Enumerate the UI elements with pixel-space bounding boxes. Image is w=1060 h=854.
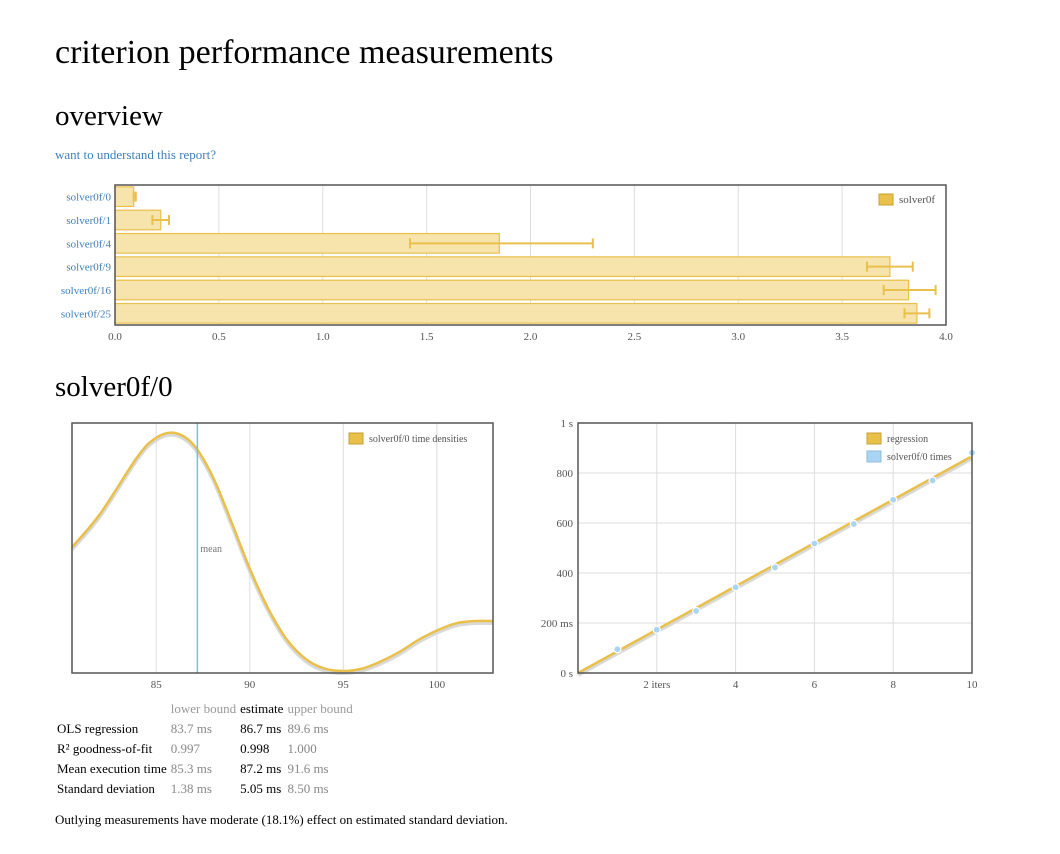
bar	[114, 186, 135, 208]
category-label: solver0f/1	[66, 215, 111, 227]
x-tick-label: 8	[890, 679, 896, 691]
x-tick-label: 1.5	[420, 331, 434, 343]
data-point	[731, 583, 740, 592]
y-tick-label: 400	[557, 568, 574, 580]
stats-header-lower: lower bound	[170, 701, 237, 716]
x-tick-label: 90	[244, 679, 256, 691]
stats-header-upper: upper bound	[287, 701, 353, 716]
x-tick-label: 3.0	[731, 331, 745, 343]
overview-chart: 0.0 0.5 1.0 1.5 2.0 2.5 3.0 3.5 4.0 solver0f/0 sol…	[61, 184, 953, 343]
x-tick-label: 1.0	[316, 331, 330, 343]
bar	[114, 256, 891, 278]
legend-swatch	[348, 432, 364, 445]
data-point	[849, 519, 858, 529]
overview-heading: overview	[55, 100, 163, 132]
bar	[114, 302, 918, 324]
stats-estimate: 0.998	[240, 741, 270, 756]
y-tick-label: 0 s	[560, 668, 573, 680]
stats-estimate: 87.2 ms	[240, 761, 282, 776]
y-tick-label: 600	[557, 518, 574, 530]
stats-lower: 83.7 ms	[170, 721, 212, 736]
data-point	[770, 563, 780, 572]
x-tick-label: 3.5	[835, 331, 849, 343]
x-tick-label: 85	[151, 679, 163, 691]
x-tick-label: 2.5	[628, 331, 642, 343]
y-tick-label: 800	[557, 468, 574, 480]
density-line	[71, 431, 494, 673]
outlier-note: Outlying measurements have moderate (18.…	[55, 812, 508, 827]
category-label: solver0f/25	[61, 308, 112, 320]
legend-swatch	[866, 450, 882, 463]
stats-lower: 0.997	[170, 741, 200, 756]
stats-row-label: Standard deviation	[57, 781, 155, 796]
data-point	[692, 606, 701, 616]
x-tick-label: 100	[429, 679, 446, 691]
legend-label: solver0f/0 time densities	[369, 434, 467, 445]
legend-label: regression	[887, 434, 928, 445]
stats-upper: 89.6 ms	[287, 721, 329, 736]
page-title: criterion performance measurements	[55, 34, 554, 71]
y-tick-label: 200 ms	[541, 618, 573, 630]
stats-table: lower bound estimate upper bound OLS reg…	[57, 699, 357, 799]
stats-header-estimate: estimate	[240, 701, 284, 716]
regression-chart: 0 s 200 ms 400 600 800 1 s 2 iters 4 6 8 10 regress…	[541, 418, 979, 691]
stats-lower: 85.3 ms	[170, 761, 212, 776]
x-tick-label: 4.0	[939, 331, 953, 343]
stats-row: OLS regression 83.7 ms 86.7 ms 89.6 ms	[57, 719, 357, 739]
x-tick-label: 6	[812, 679, 818, 691]
stats-header-label	[57, 699, 171, 719]
legend-label: solver0f/0 times	[887, 452, 952, 463]
bar	[114, 279, 910, 301]
stats-upper: 1.000	[287, 741, 317, 756]
x-tick-label: 2 iters	[643, 679, 670, 691]
mean-label: mean	[200, 544, 222, 555]
y-tick-label: 1 s	[560, 418, 573, 430]
data-point	[889, 495, 898, 504]
stats-lower: 1.38 ms	[170, 781, 212, 796]
kde-chart: 85 90 95 100 mean solver0f/0 time densities	[70, 422, 494, 691]
plot-frame	[114, 184, 947, 326]
benchmark-heading: solver0f/0	[55, 371, 173, 403]
data-point	[810, 539, 819, 548]
stats-row: Standard deviation 1.38 ms 5.05 ms 8.50 …	[57, 779, 357, 799]
density-shadow	[70, 432, 494, 676]
category-label: solver0f/16	[61, 285, 112, 297]
stats-row-label: OLS regression	[57, 721, 139, 736]
plot-frame	[71, 422, 494, 674]
legend-swatch	[866, 432, 882, 445]
stats-upper: 8.50 ms	[287, 781, 329, 796]
stats-row-label: Mean execution time	[57, 761, 167, 776]
stats-estimate: 86.7 ms	[240, 721, 282, 736]
x-tick-label: 4	[733, 679, 739, 691]
data-point	[613, 645, 622, 654]
x-tick-label: 10	[967, 679, 979, 691]
stats-header-row: lower bound estimate upper bound	[57, 699, 357, 719]
x-tick-label: 0.0	[108, 331, 122, 343]
stats-row-label: R² goodness-of-fit	[57, 741, 153, 756]
help-link[interactable]: want to understand this report?	[55, 147, 217, 162]
legend-label: solver0f	[899, 194, 935, 206]
stats-estimate: 5.05 ms	[240, 781, 282, 796]
stats-upper: 91.6 ms	[287, 761, 329, 776]
x-tick-label: 2.0	[524, 331, 538, 343]
plot-frame	[577, 422, 973, 674]
category-label: solver0f/0	[66, 192, 111, 204]
category-label: solver0f/4	[66, 238, 111, 250]
x-tick-label: 0.5	[212, 331, 226, 343]
stats-row: R² goodness-of-fit 0.997 0.998 1.000	[57, 739, 357, 759]
stats-row: Mean execution time 85.3 ms 87.2 ms 91.6…	[57, 759, 357, 779]
x-tick-label: 95	[338, 679, 350, 691]
category-label: solver0f/9	[66, 262, 111, 274]
data-point	[652, 625, 661, 634]
data-point	[928, 476, 937, 485]
legend-swatch	[878, 193, 894, 206]
